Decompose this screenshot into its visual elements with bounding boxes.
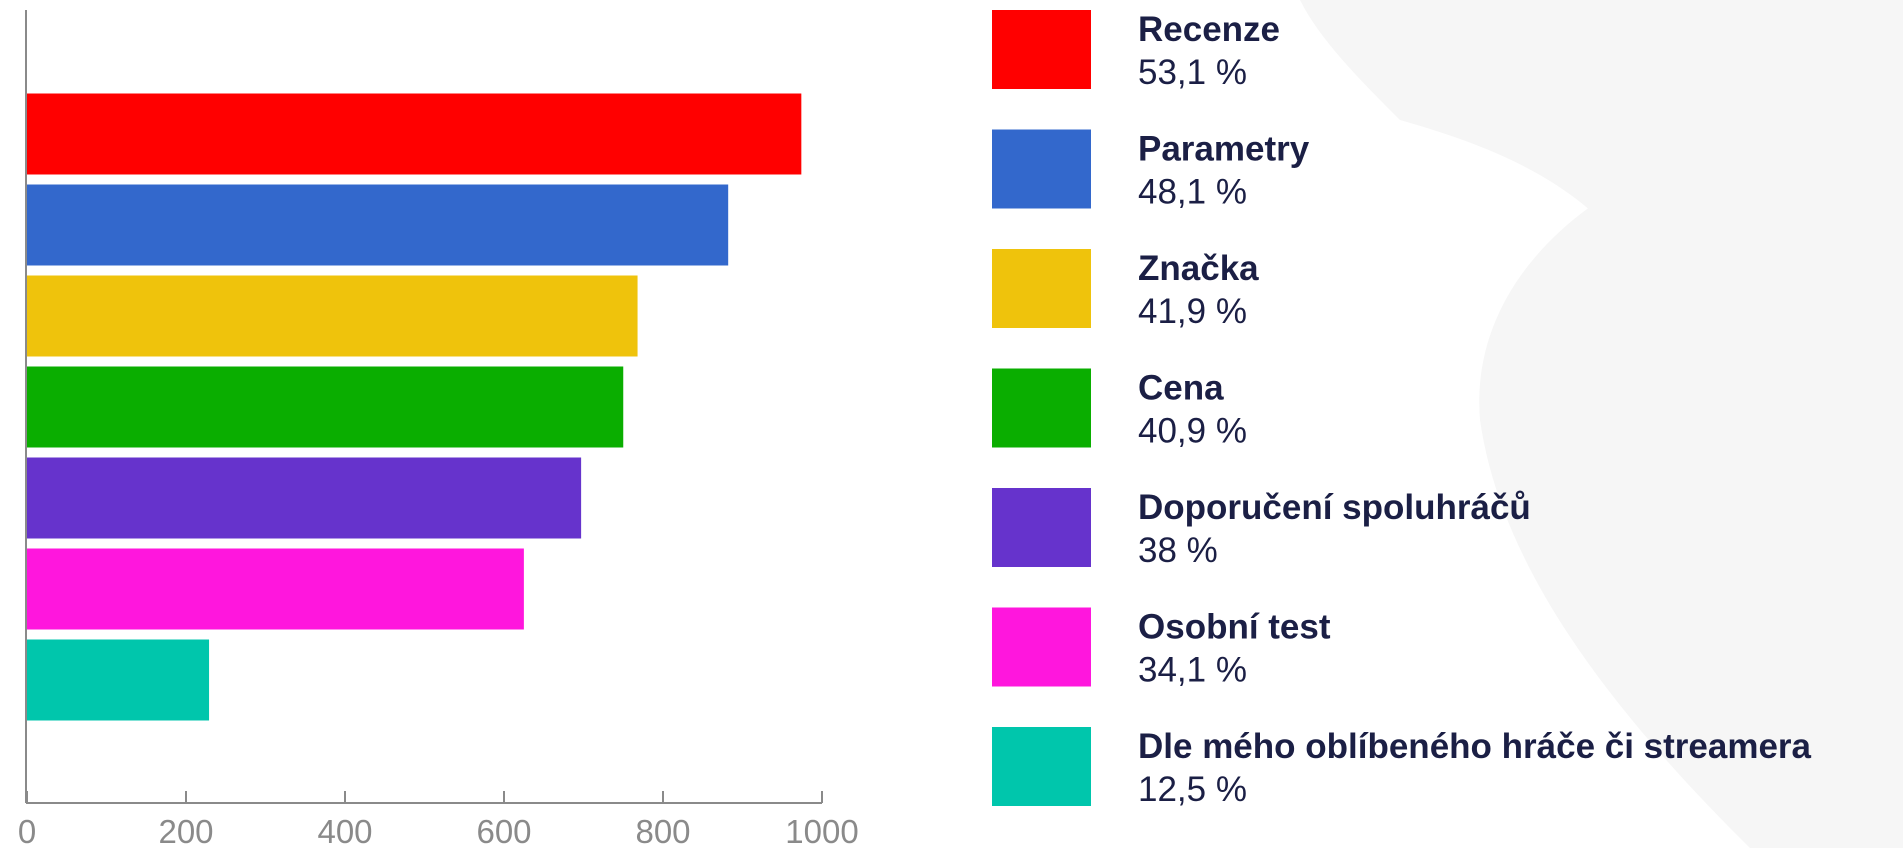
legend-label: Značka <box>1138 249 1259 288</box>
legend-percent: 53,1 % <box>1138 53 1247 92</box>
bar <box>27 275 638 357</box>
legend-percent: 41,9 % <box>1138 292 1247 331</box>
legend-swatch <box>992 488 1091 567</box>
bar <box>27 639 210 721</box>
x-tick-label: 1000 <box>785 813 858 848</box>
legend-swatch <box>992 727 1091 806</box>
legend-swatch <box>992 10 1091 89</box>
bar <box>27 457 582 539</box>
x-tick-label: 0 <box>18 813 36 848</box>
bar <box>27 184 729 266</box>
legend-percent: 12,5 % <box>1138 770 1247 809</box>
bar <box>27 548 524 630</box>
legend-swatch <box>992 368 1091 448</box>
legend-label: Cena <box>1138 369 1224 408</box>
legend-percent: 48,1 % <box>1138 173 1247 212</box>
legend-label: Recenze <box>1138 10 1280 49</box>
bar <box>27 366 624 448</box>
legend-label: Parametry <box>1138 130 1310 169</box>
x-tick-label: 600 <box>476 813 531 848</box>
x-tick-label: 200 <box>158 813 213 848</box>
legend-percent: 40,9 % <box>1138 412 1247 451</box>
x-tick-label: 400 <box>317 813 372 848</box>
legend-label: Dle mého oblíbeného hráče či streamera <box>1138 727 1812 766</box>
watermark <box>1300 0 1903 848</box>
legend-percent: 38 % <box>1138 531 1218 570</box>
legend-label: Osobní test <box>1138 608 1331 647</box>
x-tick-label: 800 <box>635 813 690 848</box>
legend-swatch <box>992 249 1091 328</box>
legend-swatch <box>992 129 1091 209</box>
bar <box>27 93 802 175</box>
legend-label: Doporučení spoluhráčů <box>1138 488 1531 527</box>
legend-swatch <box>992 607 1091 687</box>
legend-percent: 34,1 % <box>1138 651 1247 690</box>
